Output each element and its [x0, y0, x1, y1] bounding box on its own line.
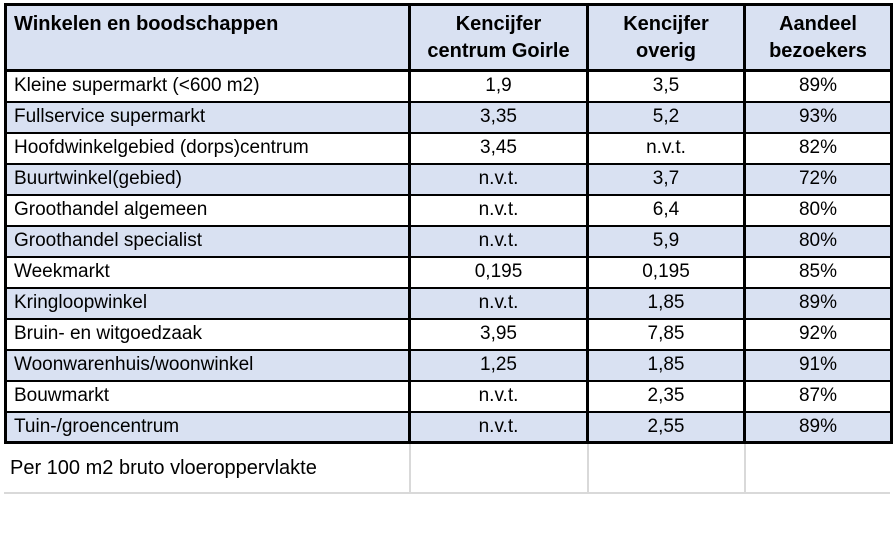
row-label: Groothandel specialist	[5, 224, 410, 257]
cell-overig: 5,9	[586, 224, 745, 257]
header-aandeel-bezoekers: Aandeel bezoekers	[743, 4, 892, 72]
cell-centrum: n.v.t.	[408, 162, 588, 195]
table-row: Bouwmarkt n.v.t. 2,35 87%	[5, 379, 892, 412]
cell-overig: 5,2	[586, 100, 745, 133]
cell-overig: 2,35	[586, 379, 745, 412]
table-row: Buurtwinkel(gebied) n.v.t. 3,7 72%	[5, 162, 892, 195]
header-line: centrum Goirle	[427, 39, 570, 62]
table-row: Kleine supermarkt (<600 m2) 1,9 3,5 89%	[5, 70, 892, 102]
header-row: Winkelen en boodschappen Kencijfer centr…	[5, 4, 892, 72]
cell-centrum: 1,9	[408, 70, 588, 102]
cell-aandeel: 87%	[743, 379, 892, 412]
cell-overig: 1,85	[586, 286, 745, 319]
footnote-empty-cell	[746, 444, 890, 492]
cell-centrum: 3,95	[408, 317, 588, 350]
row-label: Woonwarenhuis/woonwinkel	[5, 348, 410, 381]
cell-aandeel: 80%	[743, 224, 892, 257]
cell-centrum: n.v.t.	[408, 379, 588, 412]
row-label: Bouwmarkt	[5, 379, 410, 412]
table-row: Weekmarkt 0,195 0,195 85%	[5, 255, 892, 288]
footnote-empty-cell	[589, 444, 746, 492]
cell-overig: 6,4	[586, 193, 745, 226]
cell-overig: 7,85	[586, 317, 745, 350]
header-kencijfer-centrum-goirle: Kencijfer centrum Goirle	[408, 4, 588, 72]
cell-aandeel: 72%	[743, 162, 892, 195]
table-row: Hoofdwinkelgebied (dorps)centrum 3,45 n.…	[5, 131, 892, 164]
row-label: Weekmarkt	[5, 255, 410, 288]
cell-centrum: 3,45	[408, 131, 588, 164]
kencijfers-table: Winkelen en boodschappen Kencijfer centr…	[4, 3, 893, 444]
cell-centrum: n.v.t.	[408, 224, 588, 257]
row-label: Kringloopwinkel	[5, 286, 410, 319]
table-row: Kringloopwinkel n.v.t. 1,85 89%	[5, 286, 892, 319]
table-header: Winkelen en boodschappen Kencijfer centr…	[5, 4, 892, 72]
cell-aandeel: 93%	[743, 100, 892, 133]
cell-centrum: 1,25	[408, 348, 588, 381]
table-row: Bruin- en witgoedzaak 3,95 7,85 92%	[5, 317, 892, 350]
header-line: Kencijfer	[623, 12, 709, 35]
row-label: Buurtwinkel(gebied)	[5, 162, 410, 195]
cell-aandeel: 82%	[743, 131, 892, 164]
row-label: Fullservice supermarkt	[5, 100, 410, 133]
table-row: Fullservice supermarkt 3,35 5,2 93%	[5, 100, 892, 133]
header-line: overig	[635, 39, 697, 62]
header-line: Aandeel	[779, 12, 857, 35]
table-row: Groothandel specialist n.v.t. 5,9 80%	[5, 224, 892, 257]
cell-aandeel: 89%	[743, 70, 892, 102]
cell-overig: n.v.t.	[586, 131, 745, 164]
row-label: Tuin-/groencentrum	[5, 410, 410, 443]
cell-centrum: n.v.t.	[408, 410, 588, 443]
cell-aandeel: 92%	[743, 317, 892, 350]
header-title: Winkelen en boodschappen	[5, 4, 410, 72]
cell-centrum: 3,35	[408, 100, 588, 133]
cell-aandeel: 80%	[743, 193, 892, 226]
table-row: Woonwarenhuis/woonwinkel 1,25 1,85 91%	[5, 348, 892, 381]
cell-centrum: 0,195	[408, 255, 588, 288]
cell-aandeel: 89%	[743, 410, 892, 443]
cell-overig: 3,7	[586, 162, 745, 195]
cell-overig: 0,195	[586, 255, 745, 288]
cell-overig: 1,85	[586, 348, 745, 381]
row-label: Bruin- en witgoedzaak	[5, 317, 410, 350]
cell-overig: 3,5	[586, 70, 745, 102]
cell-centrum: n.v.t.	[408, 286, 588, 319]
footnote-text: Per 100 m2 bruto vloeroppervlakte	[4, 444, 411, 492]
header-line: bezoekers	[769, 39, 867, 62]
cell-aandeel: 85%	[743, 255, 892, 288]
table-body: Kleine supermarkt (<600 m2) 1,9 3,5 89% …	[5, 70, 892, 443]
cell-overig: 2,55	[586, 410, 745, 443]
row-label: Hoofdwinkelgebied (dorps)centrum	[5, 131, 410, 164]
cell-aandeel: 89%	[743, 286, 892, 319]
header-line: Kencijfer	[455, 12, 542, 35]
footnote-empty-cell	[411, 444, 589, 492]
footnote-row: Per 100 m2 bruto vloeroppervlakte	[4, 444, 890, 494]
cell-aandeel: 91%	[743, 348, 892, 381]
table-row: Groothandel algemeen n.v.t. 6,4 80%	[5, 193, 892, 226]
cell-centrum: n.v.t.	[408, 193, 588, 226]
header-kencijfer-overig: Kencijfer overig	[586, 4, 745, 72]
row-label: Kleine supermarkt (<600 m2)	[5, 70, 410, 102]
row-label: Groothandel algemeen	[5, 193, 410, 226]
table-row: Tuin-/groencentrum n.v.t. 2,55 89%	[5, 410, 892, 443]
